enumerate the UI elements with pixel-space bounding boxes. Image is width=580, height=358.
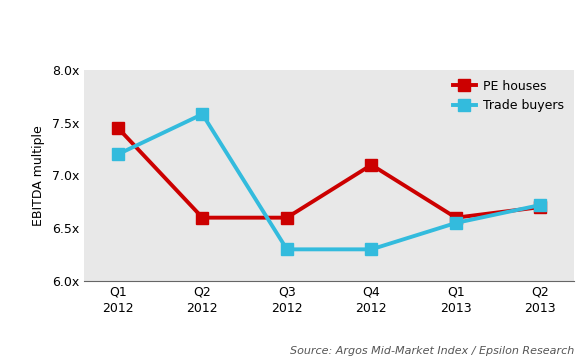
Text: Average EBITDA multiple paid in EU lower mid-cap deals: Average EBITDA multiple paid in EU lower… bbox=[14, 18, 580, 37]
Y-axis label: EBITDA multiple: EBITDA multiple bbox=[32, 125, 45, 226]
Legend: PE houses, Trade buyers: PE houses, Trade buyers bbox=[450, 76, 568, 116]
Text: Source: Argos Mid-Market Index / Epsilon Research: Source: Argos Mid-Market Index / Epsilon… bbox=[290, 346, 574, 356]
